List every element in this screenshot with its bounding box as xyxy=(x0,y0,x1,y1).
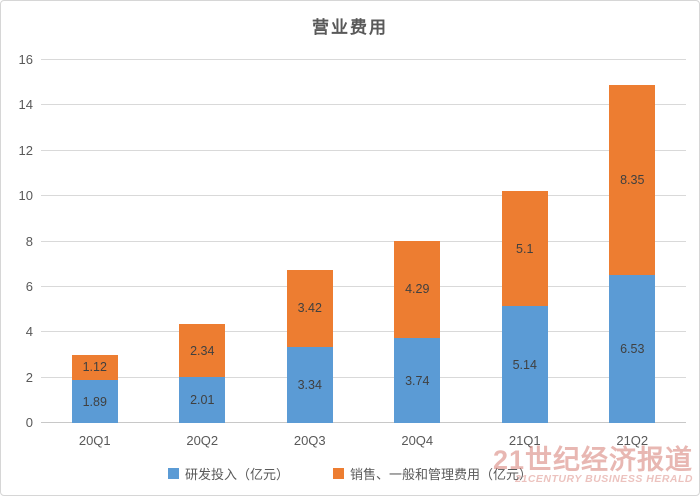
data-label: 8.35 xyxy=(620,173,645,188)
bar-20Q4: 3.74 4.29 xyxy=(394,240,441,423)
y-tick-label: 16 xyxy=(18,52,33,67)
gridline xyxy=(41,376,686,378)
y-tick-label: 14 xyxy=(18,97,33,113)
data-label: 3.34 xyxy=(297,378,322,393)
x-tick-label: 20Q4 xyxy=(401,433,434,448)
legend-swatch-icon xyxy=(167,468,179,479)
x-tick-label: 20Q3 xyxy=(293,433,326,448)
data-label: 5.1 xyxy=(516,241,534,256)
bar-segment: 5.1 xyxy=(501,190,548,307)
data-label: 3.74 xyxy=(405,373,430,388)
legend-label: 研发投入（亿元） xyxy=(184,467,289,482)
data-label: 6.53 xyxy=(620,341,645,356)
plot-area: 1.89 1.12 2.01 2.34 3.34 3.42 3.74 4.29 5.14 5.1 6… xyxy=(41,59,686,423)
y-tick-label: 4 xyxy=(25,324,33,340)
y-tick-label: 10 xyxy=(18,188,33,204)
bar-20Q1: 1.89 1.12 xyxy=(71,354,118,423)
legend: 研发投入（亿元） 销售、一般和管理费用（亿元） xyxy=(1,464,699,483)
legend-swatch-icon xyxy=(333,468,344,479)
data-label: 2.01 xyxy=(190,393,215,408)
gridline xyxy=(41,59,686,60)
legend-item: 研发投入（亿元） xyxy=(167,464,289,483)
data-label: 1.12 xyxy=(82,360,107,375)
bar-segment: 2.01 xyxy=(179,377,226,423)
bar-segment: 3.74 xyxy=(394,338,441,423)
data-label: 1.89 xyxy=(82,394,107,409)
bar-segment: 5.14 xyxy=(501,306,548,423)
chart-title: 营业费用 xyxy=(312,18,388,37)
data-label: 3.42 xyxy=(297,301,322,316)
bar-segment: 2.34 xyxy=(179,324,226,378)
gridline xyxy=(41,331,686,333)
bar-segment: 8.35 xyxy=(609,85,656,275)
bar-segment: 3.34 xyxy=(286,347,333,423)
bar-segment: 6.53 xyxy=(609,274,656,423)
x-tick-label: 20Q1 xyxy=(78,433,111,448)
bar-21Q1: 5.14 5.1 xyxy=(501,190,548,423)
data-label: 4.29 xyxy=(405,282,430,297)
gridline xyxy=(41,285,686,287)
data-label: 5.14 xyxy=(512,357,537,372)
bar-segment: 1.12 xyxy=(71,354,118,381)
gridline xyxy=(41,195,686,197)
x-tick-label: 21Q2 xyxy=(616,433,649,448)
x-tick-label: 20Q2 xyxy=(186,433,219,448)
bar-segment: 3.42 xyxy=(286,269,333,348)
bar-20Q3: 3.34 3.42 xyxy=(286,269,333,423)
y-tick-label: 6 xyxy=(25,278,33,294)
x-tick-label: 21Q1 xyxy=(508,433,541,448)
gridline xyxy=(41,104,686,106)
y-tick-label: 0 xyxy=(25,415,33,430)
legend-label: 销售、一般和管理费用（亿元） xyxy=(350,467,533,482)
bar-segment: 4.29 xyxy=(394,240,441,339)
x-axis-line xyxy=(41,422,686,423)
y-tick-label: 12 xyxy=(18,142,33,158)
bar-20Q2: 2.01 2.34 xyxy=(179,324,226,423)
legend-item: 销售、一般和管理费用（亿元） xyxy=(333,464,532,483)
gridline xyxy=(41,240,686,242)
y-tick-label: 2 xyxy=(25,369,33,385)
data-label: 2.34 xyxy=(190,343,215,358)
bar-21Q2: 6.53 8.35 xyxy=(609,85,656,423)
y-tick-label: 8 xyxy=(25,233,33,249)
gridline xyxy=(41,149,686,151)
bar-segment: 1.89 xyxy=(71,380,118,423)
